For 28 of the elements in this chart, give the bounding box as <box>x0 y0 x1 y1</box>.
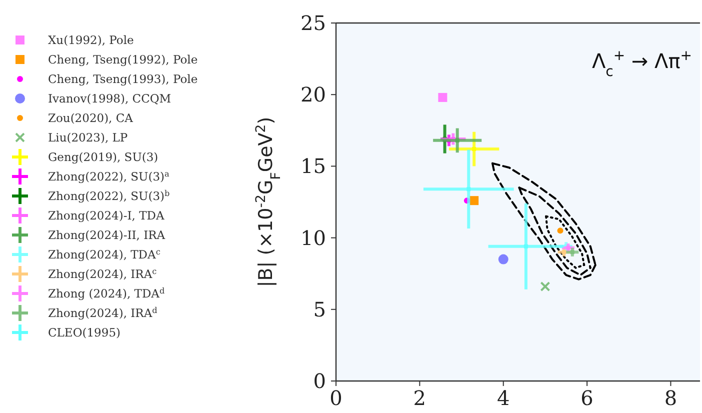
y-tick-label: 0 <box>313 369 326 393</box>
y-tick-label: 25 <box>300 11 326 35</box>
legend-label: Liu(2023), LP <box>48 130 128 144</box>
legend-label: Zhong(2024), IRA$^{c}$ <box>48 266 158 281</box>
y-tick-label: 10 <box>300 226 326 250</box>
legend-label: Zhong(2024)-I, TDA <box>48 208 165 222</box>
x-tick-label: 8 <box>664 386 678 410</box>
legend-label: Xu(1992), Pole <box>48 33 134 47</box>
x-tick-label: 2 <box>413 386 426 410</box>
legend-label: Cheng, Tseng(1993), Pole <box>48 72 198 86</box>
x-tick-label: 0 <box>330 386 342 410</box>
legend-label: Zhong (2024), TDA$^{d}$ <box>48 286 165 300</box>
legend-label: CLEO(1995) <box>48 326 120 340</box>
y-tick-label: 5 <box>313 297 326 322</box>
x-tick-label: 6 <box>580 386 594 410</box>
legend-label: Zou(2020), CA <box>48 111 134 125</box>
y-tick-label: 15 <box>300 154 326 178</box>
legend-label: Zhong(2024), TDA$^{c}$ <box>48 247 161 262</box>
y-tick-label: 20 <box>300 82 326 107</box>
annotation: Λ$_{c}$$^{+}$ → Λπ$^{+}$ <box>592 48 692 80</box>
legend-label: Zhong(2024)-II, IRA <box>48 228 166 242</box>
x-tick-label: 4 <box>496 386 510 410</box>
legend-label: Zhong(2024), IRA$^{d}$ <box>48 306 158 320</box>
legend-label: Cheng, Tseng(1992), Pole <box>48 52 198 66</box>
legend-label: Zhong(2022), SU(3)$^{a}$ <box>48 169 170 184</box>
legend-label: Geng(2019), SU(3) <box>48 150 158 164</box>
legend-label: Ivanov(1998), CCQM <box>48 92 172 106</box>
legend-label: Zhong(2022), SU(3)$^{b}$ <box>48 188 170 203</box>
